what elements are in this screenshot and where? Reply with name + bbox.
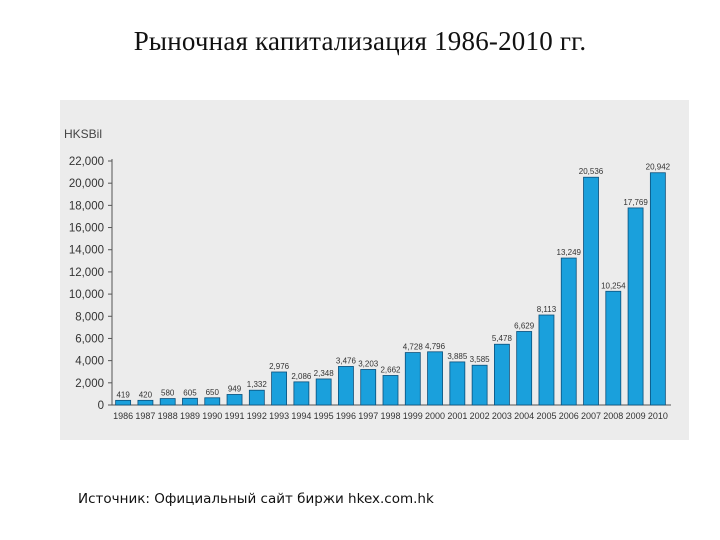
y-tick-label: 22,000 (69, 156, 104, 168)
value-label-1987: 420 (139, 390, 153, 399)
value-label-1992: 1,332 (247, 380, 268, 389)
bar-2008 (605, 290, 622, 406)
value-label-2004: 6,629 (514, 321, 535, 330)
x-tick-label-1990: 1990 (202, 411, 222, 421)
bar-2003 (493, 343, 510, 406)
value-label-1989: 605 (183, 388, 197, 397)
value-label-1994: 2,086 (291, 372, 312, 381)
y-tick-label: 16,000 (69, 223, 104, 235)
bar-1995 (315, 378, 332, 406)
bar-2006 (560, 257, 577, 406)
bar-2007 (583, 176, 599, 406)
x-tick-label-1989: 1989 (180, 411, 200, 421)
bar-1999 (404, 352, 421, 406)
bar-2004 (516, 331, 533, 406)
value-label-2005: 8,113 (537, 305, 557, 314)
bar-1990 (204, 397, 221, 406)
y-tick-label: 0 (98, 400, 104, 412)
chart-panel: HKSBil 0 2,000 4,000 6,000 8,000 10,000 12,000 1… (60, 100, 689, 440)
bar-2010 (649, 172, 666, 406)
x-tick-label-2001: 2001 (447, 411, 467, 421)
x-tick-label-2005: 2005 (536, 411, 556, 421)
value-label-2007: 20,536 (579, 167, 604, 176)
bar-1998 (382, 375, 399, 406)
slide-title: Рыночная капитализация 1986-2010 гг. (133, 26, 587, 56)
x-tick-label-2010: 2010 (648, 411, 668, 421)
x-tick-label-1993: 1993 (269, 411, 289, 421)
y-tick-label: 8,000 (75, 311, 104, 323)
source-note: Источник: Официальный сайт биржи hkex.co… (78, 491, 434, 507)
bar-2002 (471, 364, 488, 406)
bar-1986 (115, 399, 132, 406)
y-axis-title: HKSBil (64, 127, 102, 141)
value-label-1993: 2,976 (269, 362, 290, 371)
value-label-2010: 20,942 (646, 163, 671, 172)
value-label-1999: 4,728 (403, 343, 424, 352)
x-tick-label-1998: 1998 (380, 411, 400, 421)
value-label-1997: 3,203 (358, 359, 379, 368)
value-label-2000: 4,796 (425, 342, 446, 351)
bar-1989 (182, 397, 198, 406)
x-tick-label-2002: 2002 (470, 411, 490, 421)
x-tick-label-2000: 2000 (425, 411, 445, 421)
bar-2001 (449, 361, 466, 406)
value-label-2002: 3,585 (470, 355, 491, 364)
value-label-1990: 650 (206, 388, 220, 397)
y-tick-label: 14,000 (69, 245, 104, 257)
bar-1997 (360, 369, 377, 406)
bar-2005 (538, 314, 555, 406)
y-tick-label: 2,000 (75, 378, 104, 390)
value-label-1996: 3,476 (336, 356, 357, 365)
value-label-1988: 580 (161, 389, 175, 398)
bar-1988 (159, 398, 176, 406)
x-tick-label-2003: 2003 (492, 411, 512, 421)
bar-1992 (248, 389, 265, 406)
bar-1987 (137, 399, 154, 406)
x-tick-label-1986: 1986 (113, 411, 133, 421)
value-label-1986: 419 (116, 390, 130, 399)
x-tick-label-1988: 1988 (158, 411, 178, 421)
bar-chart: HKSBil 0 2,000 4,000 6,000 8,000 10,000 12,000 1… (64, 127, 671, 421)
x-tick-label-2004: 2004 (514, 411, 534, 421)
value-label-2009: 17,769 (623, 198, 648, 207)
x-tick-label-2006: 2006 (559, 411, 579, 421)
bar-1991 (226, 394, 243, 406)
x-tick-label-1999: 1999 (403, 411, 423, 421)
value-label-2001: 3,885 (447, 352, 468, 361)
x-tick-label-2009: 2009 (626, 411, 646, 421)
bar-2000 (427, 351, 443, 406)
x-tick-label-2007: 2007 (581, 411, 601, 421)
y-tick-label: 10,000 (69, 289, 104, 301)
value-label-1991: 949 (228, 384, 242, 393)
x-tick-label-1994: 1994 (291, 411, 311, 421)
bar-1996 (338, 366, 354, 406)
x-tick-label-1991: 1991 (225, 411, 245, 421)
y-tick-label: 4,000 (75, 356, 104, 368)
y-tick-label: 20,000 (69, 178, 104, 190)
value-label-2006: 13,249 (557, 248, 582, 257)
x-tick-label-2008: 2008 (603, 411, 623, 421)
x-tick-label-1987: 1987 (135, 411, 155, 421)
value-label-2008: 10,254 (601, 281, 626, 290)
y-tick-label: 6,000 (75, 333, 104, 345)
value-label-1998: 2,662 (380, 365, 401, 374)
value-label-1995: 2,348 (314, 369, 335, 378)
y-tick-label: 18,000 (69, 200, 104, 212)
x-tick-label-1992: 1992 (247, 411, 267, 421)
bar-2009 (627, 207, 644, 406)
x-tick-label-1997: 1997 (358, 411, 378, 421)
x-tick-label-1995: 1995 (314, 411, 334, 421)
y-tick-label: 12,000 (69, 267, 104, 279)
bar-1994 (293, 381, 310, 406)
value-label-2003: 5,478 (492, 334, 513, 343)
bar-1993 (271, 371, 288, 406)
x-tick-label-1996: 1996 (336, 411, 356, 421)
